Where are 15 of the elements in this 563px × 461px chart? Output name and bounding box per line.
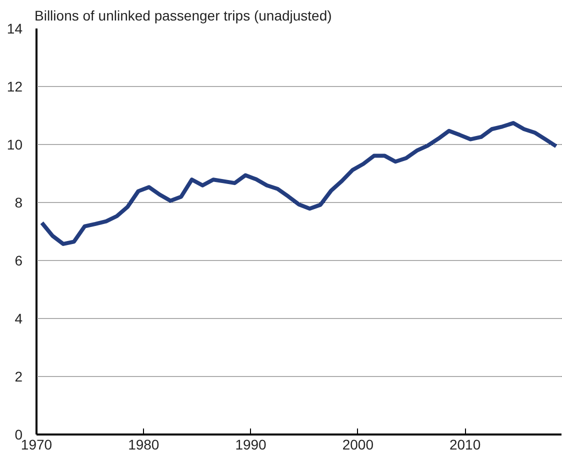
x-tick-label: 2010 <box>450 436 481 452</box>
x-tick-label: 1980 <box>128 436 160 452</box>
y-tick-label: 10 <box>6 136 23 152</box>
x-tick-label: 1990 <box>235 436 267 452</box>
x-tick-label: 1970 <box>20 436 52 452</box>
y-axis-title: Billions of unlinked passenger trips (unadjusted) <box>34 8 332 24</box>
y-tick-label: 12 <box>6 78 23 94</box>
y-tick-label: 4 <box>14 310 23 326</box>
y-tick-label: 6 <box>14 252 23 268</box>
line-series <box>40 121 558 246</box>
y-tick-label: 0 <box>14 426 23 442</box>
x-tick-label: 2000 <box>342 436 374 452</box>
y-tick-label: 14 <box>6 20 23 36</box>
y-tick-label: 8 <box>14 194 23 210</box>
y-tick-label: 2 <box>14 368 23 384</box>
